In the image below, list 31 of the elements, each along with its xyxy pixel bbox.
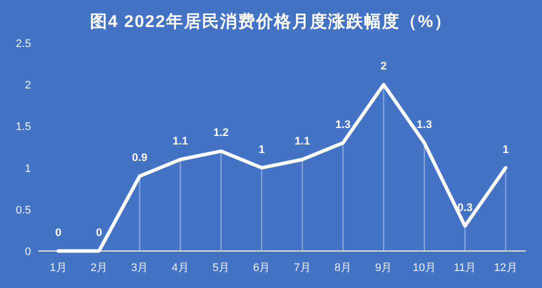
x-tick-label: 3月 [131,262,148,274]
x-tick-label: 9月 [375,262,392,274]
data-label: 1 [258,144,265,156]
data-label: 1 [502,144,509,156]
x-tick-label: 4月 [172,262,189,274]
data-label: 1.1 [294,135,310,148]
data-label: 0.3 [457,202,473,214]
x-tick-label: 5月 [212,262,230,274]
data-label: 1.3 [335,118,351,131]
data-label: 0.9 [132,152,148,164]
y-tick-label: 2 [24,80,31,92]
y-tick-label: 1 [24,162,31,175]
y-tick-label: 0.5 [16,204,31,216]
data-label: 1.2 [213,127,229,140]
x-tick-label: 8月 [334,262,352,274]
x-tick-label: 6月 [253,262,270,274]
x-tick-label: 7月 [294,262,311,274]
chart-title: 图4 2022年居民消费价格月度涨跌幅度（%） [90,12,452,31]
x-tick-label: 2月 [90,262,108,274]
data-label: 1.3 [416,118,432,131]
x-tick-label: 12月 [494,262,518,274]
x-tick-label: 10月 [412,262,436,274]
data-label: 0 [55,227,62,239]
data-label: 1.1 [172,135,188,148]
data-label: 2 [380,60,387,73]
x-tick-label: 1月 [50,262,67,274]
y-tick-label: 1.5 [16,121,31,134]
x-tick-label: 11月 [454,262,476,274]
data-label: 0 [96,227,102,239]
y-tick-label: 0 [24,246,31,258]
y-tick-label: 2.5 [16,38,31,50]
